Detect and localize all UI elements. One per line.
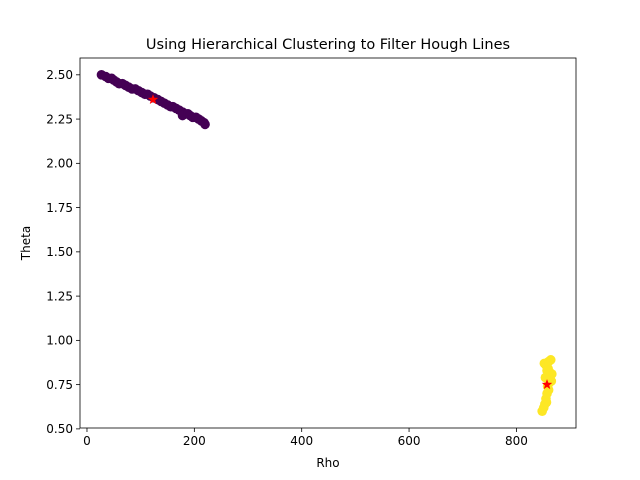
y-tick-label: 2.25 [46, 112, 73, 126]
x-tick-label: 400 [290, 434, 313, 448]
x-tick-label: 600 [398, 434, 421, 448]
plot-area [79, 57, 577, 429]
y-axis-label: Theta [19, 226, 33, 261]
scatter-point [200, 119, 210, 130]
y-tick-label: 2.00 [46, 157, 73, 171]
y-tick-label: 0.75 [46, 378, 73, 392]
y-tick-label: 2.50 [46, 68, 73, 82]
scatter-point [542, 365, 552, 376]
y-tick-label: 1.50 [46, 245, 73, 259]
centroid-layer [147, 94, 553, 390]
centroid-star-marker [541, 379, 553, 390]
x-tick-label: 800 [505, 434, 528, 448]
centroid-star-marker [147, 94, 159, 105]
scatter-point [545, 355, 556, 365]
y-tick-label: 0.50 [46, 422, 73, 436]
axes-frame [79, 57, 577, 429]
x-axis-ticks: 0 200 400 600 800 [83, 428, 528, 448]
y-tick-label: 1.75 [46, 201, 73, 215]
y-tick-label: 1.25 [46, 289, 73, 303]
points-layer [96, 70, 557, 416]
y-tick-label: 1.00 [46, 334, 73, 348]
y-axis-ticks: 0.50 0.75 1.00 1.25 1.50 1.75 2.00 2.25 2.50 [46, 68, 80, 436]
x-tick-label: 0 [83, 434, 91, 448]
chart-title: Using Hierarchical Clustering to Filter … [146, 37, 510, 53]
x-tick-label: 200 [183, 434, 206, 448]
x-axis-label: Rho [316, 456, 339, 470]
